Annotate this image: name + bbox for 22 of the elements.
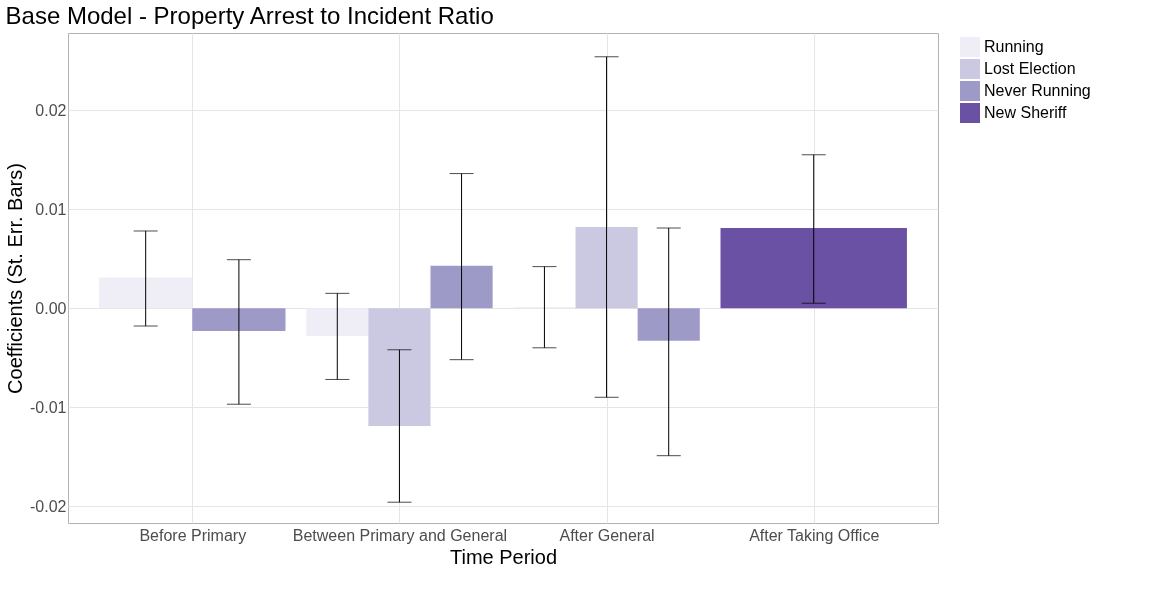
chart-title: Base Model - Property Arrest to Incident Ratio	[5, 2, 494, 29]
x-tick-label: After Taking Office	[749, 526, 880, 544]
y-tick-label: 0.01	[35, 200, 67, 218]
x-axis-title: Time Period	[449, 545, 558, 568]
bar	[637, 308, 700, 341]
bar	[430, 265, 493, 309]
y-tick-label: -0.01	[30, 398, 67, 416]
legend-label: Never Running	[984, 82, 1091, 99]
y-tick-label: -0.02	[30, 497, 67, 515]
legend-label: Lost Election	[984, 60, 1076, 77]
bar	[368, 308, 431, 426]
x-tick-label: Between Primary and General	[292, 526, 508, 544]
bar	[306, 308, 369, 336]
y-axis-title: Coefficients (St. Err. Bars)	[4, 163, 27, 394]
bar	[575, 227, 638, 309]
x-tick-label: After General	[559, 526, 655, 544]
x-tick-label: Before Primary	[139, 526, 247, 544]
y-tick-label: 0.02	[35, 101, 67, 119]
bar	[720, 228, 907, 309]
legend-label: New Sheriff	[984, 104, 1067, 121]
legend-label: Running	[984, 38, 1044, 55]
y-tick-label: 0.00	[35, 299, 67, 317]
